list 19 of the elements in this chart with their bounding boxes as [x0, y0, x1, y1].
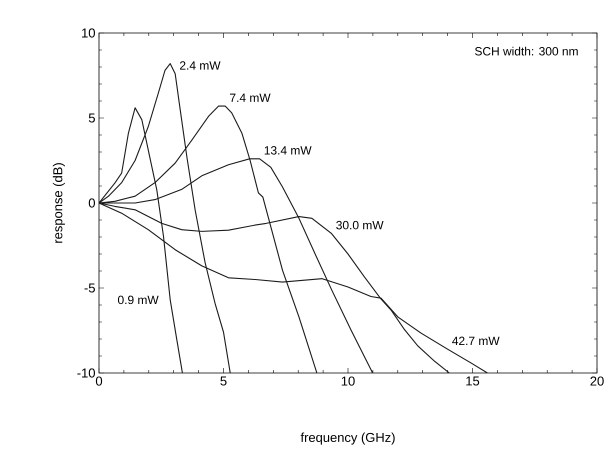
y-tick-label: 10	[82, 28, 95, 38]
annotation: SCH width: 300 nm	[474, 46, 578, 56]
x-tick-label: 10	[342, 376, 355, 386]
x-tick-label: 5	[220, 376, 227, 386]
annotation: 7.4 mW	[230, 94, 271, 102]
x-tick-label: 15	[466, 376, 480, 386]
y-tick-label: -10	[77, 368, 95, 378]
annotation: 13.4 mW	[264, 146, 312, 155]
annotation: 30.0 mW	[336, 220, 384, 230]
x-tick-label: 20	[590, 376, 604, 386]
annotation: 2.4 mW	[180, 61, 221, 70]
x-axis-title: frequency (GHz)	[300, 432, 395, 445]
x-tick-label: 0	[96, 376, 102, 386]
y-axis-title: response (dB)	[52, 163, 65, 243]
y-tick-label: 5	[88, 113, 95, 123]
annotation: 42.7 mW	[452, 336, 500, 345]
y-tick-label: -5	[84, 283, 95, 293]
annotation: 0.9 mW	[118, 296, 159, 304]
y-tick-label: 0	[88, 198, 95, 208]
